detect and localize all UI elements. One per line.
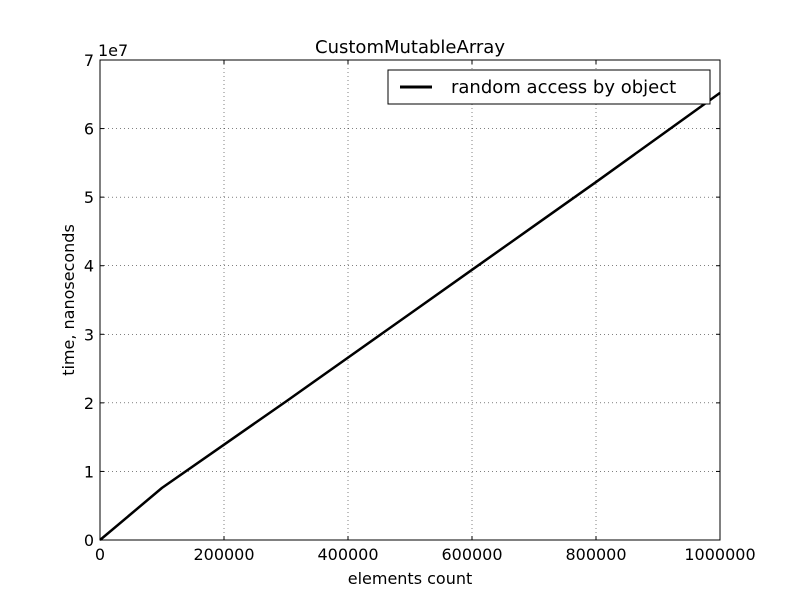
legend: random access by object <box>387 69 711 105</box>
series-line-0 <box>99 91 721 541</box>
grid <box>100 60 720 540</box>
x-tick-label: 800000 <box>565 545 626 564</box>
series-layer <box>99 91 721 541</box>
chart-title: CustomMutableArray <box>315 37 505 58</box>
y-axis-label: time, nanoseconds <box>59 224 78 376</box>
legend-label: random access by object <box>451 77 676 98</box>
x-tick-label: 1000000 <box>684 545 755 564</box>
ticks: 0 200000 400000 600000 800000 1000000 0 1 2 3 4 5 6 7 <box>84 51 756 564</box>
y-tick-label: 5 <box>84 188 94 207</box>
y-tick-label: 6 <box>84 120 94 139</box>
x-tick-label: 0 <box>95 545 105 564</box>
y-tick-label: 2 <box>84 394 94 413</box>
y-tick-label: 1 <box>84 462 94 481</box>
y-tick-label: 3 <box>84 325 94 344</box>
y-tick-label: 0 <box>84 531 94 550</box>
x-axis-label: elements count <box>348 569 473 588</box>
legend-box <box>387 69 711 105</box>
plot-area-frame <box>99 59 721 541</box>
x-tick-label: 400000 <box>317 545 378 564</box>
y-tick-label: 7 <box>84 51 94 70</box>
x-tick-label: 200000 <box>193 545 254 564</box>
x-tick-label: 600000 <box>441 545 502 564</box>
y-offset-label: 1e7 <box>98 41 128 60</box>
y-tick-label: 4 <box>84 257 94 276</box>
